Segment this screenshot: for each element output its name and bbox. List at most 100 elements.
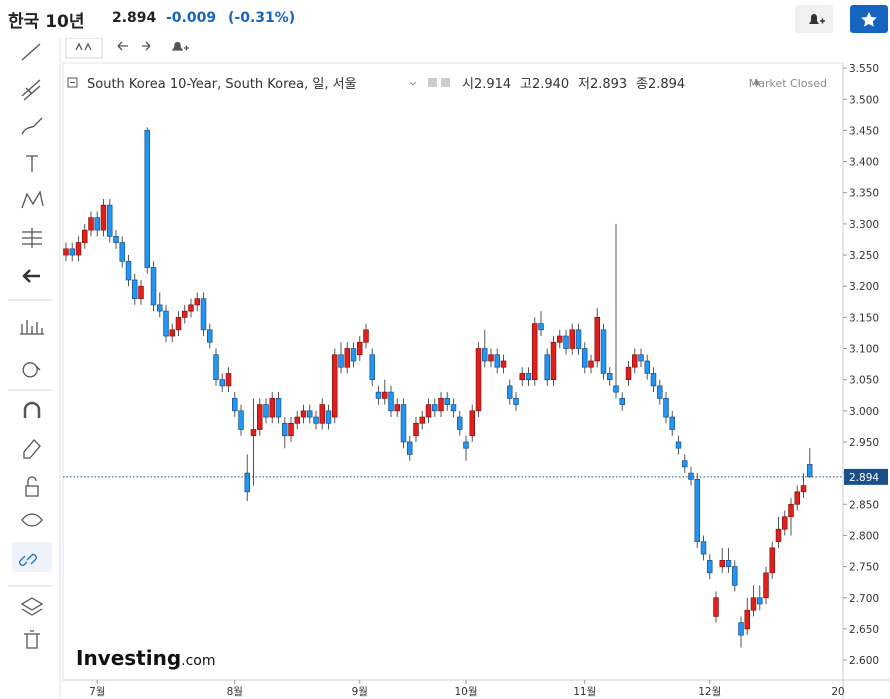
legend: South Korea 10-Year, South Korea, 일, 서울 … <box>67 77 827 92</box>
ohlc-legend-label: 종 <box>636 77 648 92</box>
candle-body <box>719 560 725 567</box>
last-price-box <box>844 468 888 485</box>
collapse-icon[interactable] <box>67 77 78 88</box>
back-tool[interactable] <box>22 269 40 283</box>
candle-body <box>350 348 357 362</box>
candle-body <box>100 204 107 231</box>
candle-body <box>138 285 144 300</box>
candle-body <box>788 503 794 518</box>
x-tick-label: 7월 <box>89 686 105 698</box>
visibility-tool[interactable] <box>21 513 43 527</box>
candle-body <box>263 404 269 418</box>
y-tick-label: 2.650 <box>849 624 879 636</box>
candle-body <box>725 560 732 567</box>
compare-icon <box>75 42 92 51</box>
layers-tool[interactable] <box>20 597 44 616</box>
pattern-tool[interactable] <box>21 190 44 209</box>
candle-body <box>175 317 182 331</box>
dropdown[interactable] <box>409 81 417 86</box>
candle-body <box>731 566 738 586</box>
candle-body <box>513 398 519 405</box>
brush-tool[interactable] <box>21 117 43 135</box>
x-tick-label: 10월 <box>454 686 477 698</box>
delete-tool[interactable] <box>24 630 40 649</box>
candle-body <box>750 597 757 611</box>
left-toolbar <box>8 43 52 649</box>
legend-title: South Korea 10-Year, South Korea, 일, 서울 <box>87 77 357 92</box>
candle-body <box>282 422 288 437</box>
last-price-label: 2.894 <box>849 472 879 484</box>
watchlist-button[interactable] <box>850 5 888 33</box>
ohlc-legend-value: 2.893 <box>590 77 627 92</box>
candle-body <box>325 410 332 424</box>
candle-body <box>550 341 557 381</box>
candle-body <box>81 229 88 243</box>
close-icon[interactable] <box>441 78 450 87</box>
link-tool[interactable] <box>19 553 37 566</box>
candle-body <box>363 329 369 343</box>
candle-body <box>244 472 251 493</box>
candle-body <box>69 248 75 256</box>
alert-tool[interactable] <box>171 41 189 51</box>
candle-body <box>425 404 432 418</box>
candle-body <box>132 279 138 300</box>
candle-body <box>594 317 600 362</box>
candle-body <box>644 360 650 374</box>
magnet-tool[interactable] <box>23 401 41 418</box>
status-dot <box>754 80 760 86</box>
candle-body <box>375 391 382 399</box>
settings-icon[interactable] <box>428 78 437 87</box>
candle-body <box>432 404 438 412</box>
alert-button[interactable] <box>795 5 833 33</box>
price: 2.894 <box>112 10 157 26</box>
indicator-tool[interactable] <box>20 320 44 335</box>
candle-body <box>656 385 663 399</box>
candle-body <box>738 622 744 636</box>
candle-body <box>207 329 213 343</box>
candle-body <box>219 379 226 387</box>
lock-draw-tool[interactable] <box>23 439 41 459</box>
candle-body <box>575 329 582 349</box>
x-tick-label: 9월 <box>352 686 368 698</box>
candle-body <box>338 354 344 368</box>
y-tick-label: 3.500 <box>849 94 879 106</box>
compare-button[interactable] <box>65 38 103 59</box>
candle-body <box>775 528 782 543</box>
candle-body <box>307 410 313 418</box>
x-tick-label: 8월 <box>227 686 243 698</box>
star-icon <box>861 12 877 27</box>
ohlc-legend-value: 2.894 <box>648 77 685 92</box>
candle-body <box>781 516 788 530</box>
ohlc-legend-label: 고 <box>520 77 532 92</box>
zoom-tool[interactable] <box>22 362 41 378</box>
candle-body <box>675 441 682 449</box>
measure-tool[interactable] <box>22 228 42 248</box>
y-tick-label: 3.200 <box>849 281 879 293</box>
ohlc-legend-item: 시2.914 <box>462 77 511 92</box>
instrument-title: 한국 10년 <box>8 12 85 32</box>
candle-body <box>713 597 719 617</box>
candle-body <box>482 348 488 362</box>
candle-body <box>531 323 538 381</box>
lock-tool[interactable] <box>25 476 39 497</box>
x-edge-label: 20 <box>831 686 844 698</box>
line-tool[interactable] <box>21 43 41 61</box>
candle-body <box>613 385 619 393</box>
alert-icon <box>809 14 825 24</box>
candle-body <box>157 304 163 312</box>
text-tool[interactable] <box>26 155 38 172</box>
header: 한국 10년 2.894 -0.009 (-0.31%) <box>0 0 890 38</box>
y-tick-label: 2.700 <box>849 593 879 605</box>
candle-body <box>806 464 813 478</box>
candle-body <box>694 479 700 543</box>
candle-body <box>600 329 607 374</box>
candle-body <box>744 609 750 630</box>
candle-body <box>250 429 257 437</box>
candle-body <box>88 217 94 231</box>
fib-tool[interactable] <box>21 79 41 101</box>
candle-body <box>438 398 444 412</box>
undo-redo[interactable] <box>117 41 151 51</box>
candle-body <box>169 329 176 337</box>
chart-area: South Korea 10-Year, South Korea, 일, 서울 … <box>0 38 890 699</box>
candle-body <box>407 441 413 455</box>
